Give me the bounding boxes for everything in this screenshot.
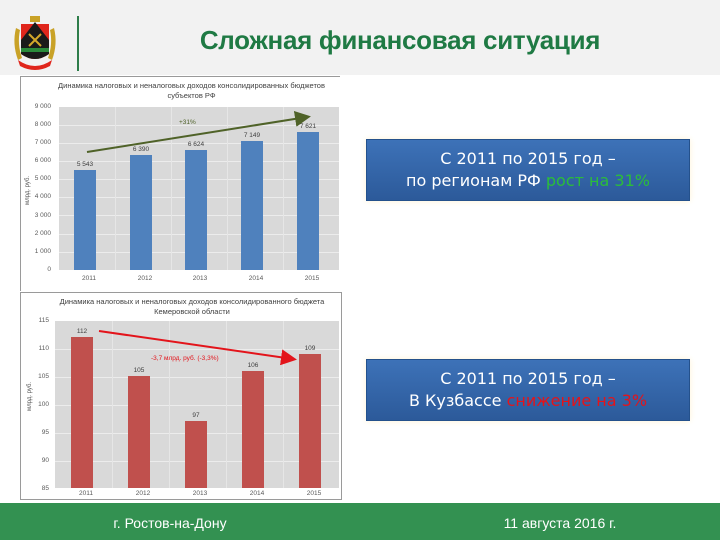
y-tick: 3 000 xyxy=(34,212,51,219)
page-title: Сложная финансовая ситуация xyxy=(199,25,601,55)
coat-of-arms-icon xyxy=(14,16,56,70)
trend-arrow-icon xyxy=(86,110,311,153)
chart-title: Динамика налоговых и неналоговых доходов… xyxy=(58,81,325,100)
y-tick: 85 xyxy=(41,485,49,492)
x-tick: 2011 xyxy=(82,275,96,282)
bar-2014 xyxy=(241,141,263,270)
y-tick: 95 xyxy=(41,429,49,436)
value-label: 6 624 xyxy=(187,141,205,148)
y-tick: 0 xyxy=(47,266,51,273)
bar-2013 xyxy=(185,150,207,270)
growth-annotation: +31% xyxy=(179,119,196,126)
callout-rf-growth: С 2011 по 2015 год – по регионам РФ рост… xyxy=(366,139,690,201)
callout-line2: В Кузбассе снижение на 3% xyxy=(367,390,689,412)
value-label: 97 xyxy=(192,412,200,419)
value-label: 106 xyxy=(247,362,259,369)
bar-2012 xyxy=(128,376,150,488)
x-tick: 2012 xyxy=(135,490,151,497)
y-tick: 6 000 xyxy=(34,157,51,164)
chart-kemerovo-region: Динамика налоговых и неналоговых доходов… xyxy=(20,292,342,500)
callout-prefix: по регионам РФ xyxy=(406,171,546,190)
y-tick: 5 000 xyxy=(34,175,51,182)
y-tick: 2 000 xyxy=(34,230,51,237)
y-tick: 9 000 xyxy=(34,103,51,110)
callout-line2: по регионам РФ рост на 31% xyxy=(367,170,689,192)
y-tick: 1 000 xyxy=(34,248,51,255)
value-label: 105 xyxy=(133,367,145,374)
x-tick: 2014 xyxy=(249,490,265,497)
callout-line1: С 2011 по 2015 год – xyxy=(440,149,616,168)
bar-2011 xyxy=(74,170,96,270)
callout-kuzbass-decline: С 2011 по 2015 год – В Кузбассе снижение… xyxy=(366,359,690,421)
bar-2012 xyxy=(130,155,152,270)
y-tick: 105 xyxy=(38,373,49,380)
callout-prefix: В Кузбассе xyxy=(408,391,507,410)
chart-title: Динамика налоговых и неналоговых доходов… xyxy=(59,297,325,316)
plot-area: 112 105 97 106 109 -3,7 млрд. руб. (-3,3… xyxy=(55,321,339,488)
x-tick: 2013 xyxy=(192,490,208,497)
footer-location: г. Ростов-на-Дону xyxy=(113,515,227,531)
chart-rf-regions: Динамика налоговых и неналоговых доходов… xyxy=(20,76,340,291)
x-tick: 2015 xyxy=(306,490,322,497)
x-tick: 2015 xyxy=(304,275,320,282)
footer-date: 11 августа 2016 г. xyxy=(503,515,617,531)
y-tick: 7 000 xyxy=(34,139,51,146)
x-tick: 2012 xyxy=(137,275,153,282)
bar-2013 xyxy=(185,421,207,488)
x-tick: 2013 xyxy=(192,275,208,282)
x-tick: 2014 xyxy=(248,275,264,282)
value-label: 7 149 xyxy=(243,132,261,139)
plot-area: 5 543 6 390 6 624 7 149 7 621 +31% xyxy=(59,107,339,270)
callout-highlight: рост на 31% xyxy=(545,171,650,190)
bar-2015 xyxy=(299,354,321,488)
y-tick: 90 xyxy=(41,457,49,464)
trend-arrow-icon xyxy=(98,330,297,366)
header-divider xyxy=(77,16,79,71)
value-label: 5 543 xyxy=(76,161,94,168)
y-tick: 115 xyxy=(38,317,49,324)
callout-line1: С 2011 по 2015 год – xyxy=(440,369,616,388)
bar-2011 xyxy=(71,337,93,488)
x-tick: 2011 xyxy=(79,490,93,497)
y-tick: 100 xyxy=(38,401,49,408)
callout-highlight: снижение на 3% xyxy=(506,391,648,410)
value-label: 109 xyxy=(304,345,316,352)
bar-2015 xyxy=(297,132,319,270)
value-label: 112 xyxy=(76,328,88,335)
bar-2014 xyxy=(242,371,264,488)
value-label: 6 390 xyxy=(132,146,150,153)
y-tick: 110 xyxy=(38,345,49,352)
decline-annotation: -3,7 млрд. руб. (-3,3%) xyxy=(151,355,219,362)
y-tick: 8 000 xyxy=(34,121,51,128)
slide-footer: г. Ростов-на-Дону 11 августа 2016 г. xyxy=(0,503,720,540)
slide-header: Сложная финансовая ситуация xyxy=(0,0,720,75)
y-tick: 4 000 xyxy=(34,193,51,200)
